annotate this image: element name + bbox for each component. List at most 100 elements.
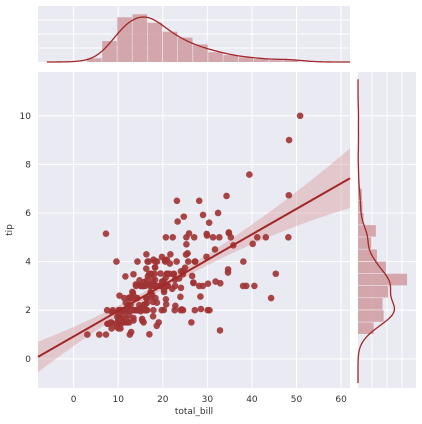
scatter-point <box>140 319 147 326</box>
top-histogram-bar <box>162 31 178 62</box>
scatter-point <box>84 331 91 338</box>
scatter-point <box>132 282 140 290</box>
top-histogram-bar <box>177 37 193 62</box>
scatter-point <box>158 306 166 314</box>
scatter-point <box>173 258 180 265</box>
scatter-point <box>150 306 157 314</box>
scatter-point <box>118 319 125 327</box>
scatter-point <box>139 306 146 314</box>
scatter-point <box>251 282 258 290</box>
x-tick-label: 10 <box>113 395 125 405</box>
scatter-point <box>181 264 189 271</box>
right-histogram-bar <box>358 285 389 298</box>
scatter-point <box>158 253 166 261</box>
scatter-point <box>130 270 137 278</box>
scatter-point <box>129 289 137 297</box>
scatter-point <box>188 272 196 280</box>
top-histogram-bar <box>223 55 238 62</box>
top-histogram-bar <box>284 60 299 62</box>
scatter-point <box>216 279 224 287</box>
scatter-point <box>142 265 150 272</box>
y-tick-label: 8 <box>25 160 31 170</box>
scatter-point <box>185 230 193 237</box>
scatter-point <box>102 331 110 338</box>
scatter-point <box>143 277 151 284</box>
scatter-point <box>242 282 250 290</box>
scatter-point <box>191 306 199 314</box>
scatter-point <box>190 279 197 286</box>
scatter-point <box>115 325 122 332</box>
scatter-point <box>199 211 207 219</box>
right-marginal-kde-line <box>357 79 396 384</box>
scatter-point <box>134 258 141 265</box>
x-axis-ticks: 0 10 20 30 40 50 60 <box>71 395 347 405</box>
scatter-point <box>225 229 233 237</box>
scatter-point <box>162 295 170 303</box>
scatter-point <box>144 258 151 265</box>
top-histogram-bar <box>238 57 254 62</box>
top-histogram-bar <box>193 44 208 62</box>
right-histogram-bar <box>358 298 383 310</box>
scatter-point <box>162 301 170 308</box>
x-tick-label: 0 <box>71 395 77 405</box>
scatter-point <box>262 233 270 241</box>
top-histogram-bar <box>147 22 163 62</box>
scatter-point <box>184 258 192 265</box>
x-tick-label: 20 <box>157 395 169 405</box>
right-histogram-bar <box>358 322 374 334</box>
x-tick-label: 50 <box>291 395 303 405</box>
right-histogram-bar <box>358 237 372 249</box>
scatter-point <box>204 280 212 288</box>
scatter-point <box>249 240 257 248</box>
scatter-point <box>167 251 174 258</box>
right-histogram-bar <box>358 310 384 322</box>
scatter-point <box>211 246 219 253</box>
x-tick-label: 60 <box>335 395 347 405</box>
scatter-point <box>148 282 156 290</box>
scatter-point <box>188 319 195 326</box>
scatter-point <box>197 293 204 300</box>
scatter-point <box>214 209 222 217</box>
y-tick-label: 4 <box>25 258 31 268</box>
x-axis-label: total_bill <box>175 407 213 417</box>
y-tick-label: 10 <box>20 112 32 122</box>
scatter-point <box>205 219 213 227</box>
scatter-point <box>195 197 203 205</box>
scatter-point <box>285 191 293 199</box>
scatter-point <box>139 282 147 290</box>
scatter-point <box>285 233 292 241</box>
y-tick-label: 2 <box>25 306 31 316</box>
y-tick-label: 6 <box>25 209 31 219</box>
scatter-point <box>129 294 137 302</box>
scatter-point <box>126 331 134 338</box>
scatter-point <box>151 270 158 278</box>
y-axis-ticks: 0 2 4 6 8 10 <box>20 112 32 365</box>
scatter-point <box>151 264 159 271</box>
right-histogram-bar <box>358 249 377 261</box>
main-plot-area <box>38 72 350 388</box>
scatter-point <box>95 331 103 338</box>
top-histogram-bar <box>268 60 284 62</box>
scatter-point <box>161 258 169 265</box>
scatter-point <box>182 251 190 258</box>
x-tick-label: 30 <box>202 395 214 405</box>
scatter-point <box>183 241 190 248</box>
scatter-point <box>177 293 184 301</box>
scatter-point <box>296 112 304 120</box>
scatter-point <box>143 251 150 258</box>
scatter-point <box>122 273 129 280</box>
scatter-point <box>151 276 159 284</box>
scatter-point <box>267 294 275 302</box>
scatter-point <box>149 312 157 320</box>
scatter-point <box>253 233 261 241</box>
scatter-point <box>113 258 120 265</box>
scatter-point <box>197 305 205 313</box>
scatter-point <box>180 213 188 220</box>
scatter-points <box>84 112 304 338</box>
scatter-point <box>177 306 184 314</box>
scatter-point <box>224 266 232 273</box>
scatter-point <box>174 218 181 225</box>
right-histogram-bar <box>358 261 386 274</box>
x-tick-label: 40 <box>246 395 258 405</box>
regression-line <box>37 177 351 358</box>
